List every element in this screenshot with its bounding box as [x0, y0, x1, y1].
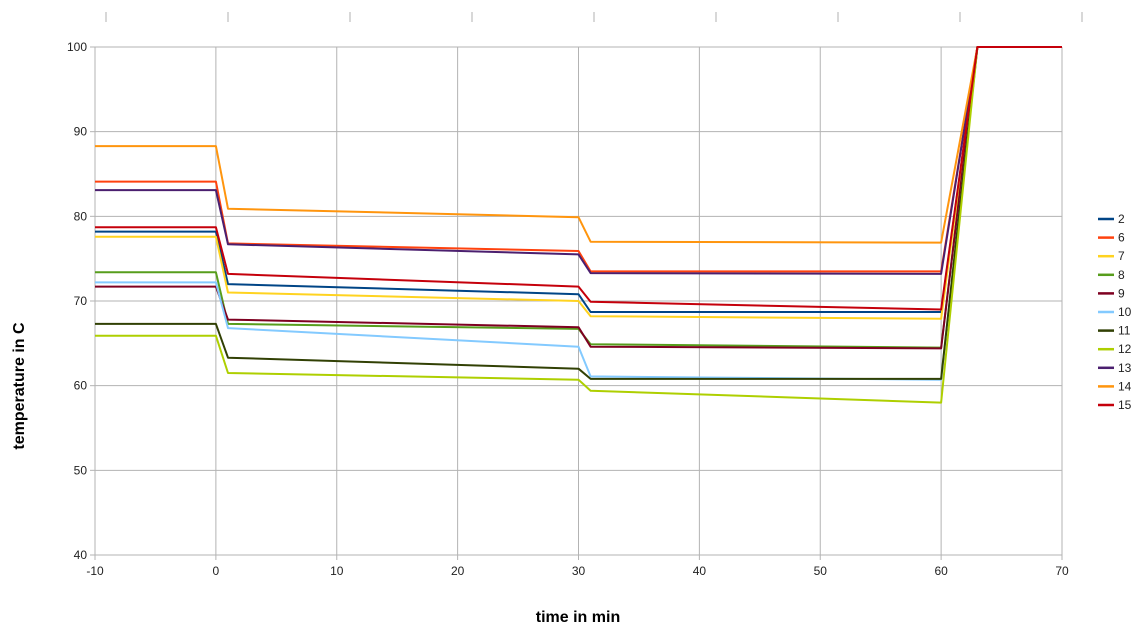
- legend-label-14: 14: [1118, 379, 1132, 393]
- legend-label-15: 15: [1118, 398, 1132, 412]
- legend-label-12: 12: [1118, 342, 1132, 356]
- x-tick-label: 10: [330, 564, 344, 578]
- legend-label-8: 8: [1118, 268, 1125, 282]
- x-tick-label: 30: [572, 564, 586, 578]
- series-lines: [95, 46, 1062, 404]
- x-tick-label: 40: [693, 564, 707, 578]
- series-line-12: [95, 46, 1062, 404]
- legend-label-7: 7: [1118, 249, 1125, 263]
- legend-label-9: 9: [1118, 286, 1125, 300]
- x-tick-label: 70: [1055, 564, 1069, 578]
- y-tick-label: 100: [67, 40, 87, 54]
- y-tick-label: 50: [74, 463, 88, 477]
- legend-label-6: 6: [1118, 231, 1125, 245]
- y-tick-label: 40: [74, 548, 88, 562]
- y-tick-label: 90: [74, 125, 88, 139]
- tick-labels: 40 50 60 70 80 90 100 -10 0 10 20 30 40 50 60 70: [67, 40, 1069, 578]
- series-line-14: [95, 46, 1062, 244]
- series-line-15: [95, 46, 1062, 311]
- y-tick-label: 80: [74, 209, 88, 223]
- axes: [90, 46, 1063, 560]
- legend-label-2: 2: [1118, 212, 1125, 226]
- x-tick-label: -10: [86, 564, 104, 578]
- x-tick-label: 50: [814, 564, 828, 578]
- legend-label-11: 11: [1118, 324, 1131, 338]
- y-tick-label: 70: [74, 294, 88, 308]
- y-axis-title: temperature in C: [11, 322, 28, 450]
- x-tick-label: 0: [213, 564, 220, 578]
- legend-label-13: 13: [1118, 361, 1132, 375]
- top-tick-marks: [105, 12, 1083, 22]
- legend-label-10: 10: [1118, 305, 1132, 319]
- x-tick-label: 60: [934, 564, 948, 578]
- x-axis-title: time in min: [536, 609, 620, 626]
- legend: 2 6 7 8 9 10 11 12 13 14 15: [1098, 212, 1132, 412]
- y-tick-label: 60: [74, 379, 88, 393]
- x-tick-label: 20: [451, 564, 465, 578]
